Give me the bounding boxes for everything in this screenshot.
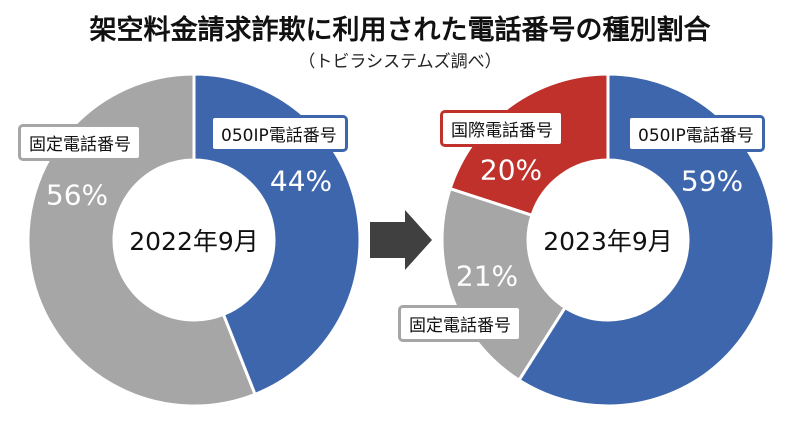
legend-label-2023-intl: 国際電話番号: [440, 110, 564, 147]
data-label-2022-fixed: 56%: [45, 178, 109, 212]
legend-label-2023-ip: 050IP電話番号: [627, 115, 765, 152]
legend-label-2023-fixed: 固定電話番号: [398, 305, 522, 342]
chart-title: 架空料金請求詐欺に利用された電話番号の種別割合: [89, 15, 711, 46]
center-label-2022: 2022年9月: [129, 227, 259, 256]
legend-label-2022-fixed: 固定電話番号: [18, 124, 142, 161]
arrow-icon: [370, 210, 432, 270]
data-label-2023-intl: 20%: [479, 153, 543, 187]
center-label-2023: 2023年9月: [543, 227, 673, 256]
data-label-2023-fixed: 21%: [455, 259, 519, 293]
data-label-2023-ip: 59%: [680, 164, 744, 198]
legend-label-2022-ip: 050IP電話番号: [210, 115, 348, 152]
chart-subtitle: （トビラシステムズ調べ）: [298, 52, 502, 72]
donut-slice-1-0: [516, 72, 776, 408]
data-label-2022-ip: 44%: [269, 164, 333, 198]
